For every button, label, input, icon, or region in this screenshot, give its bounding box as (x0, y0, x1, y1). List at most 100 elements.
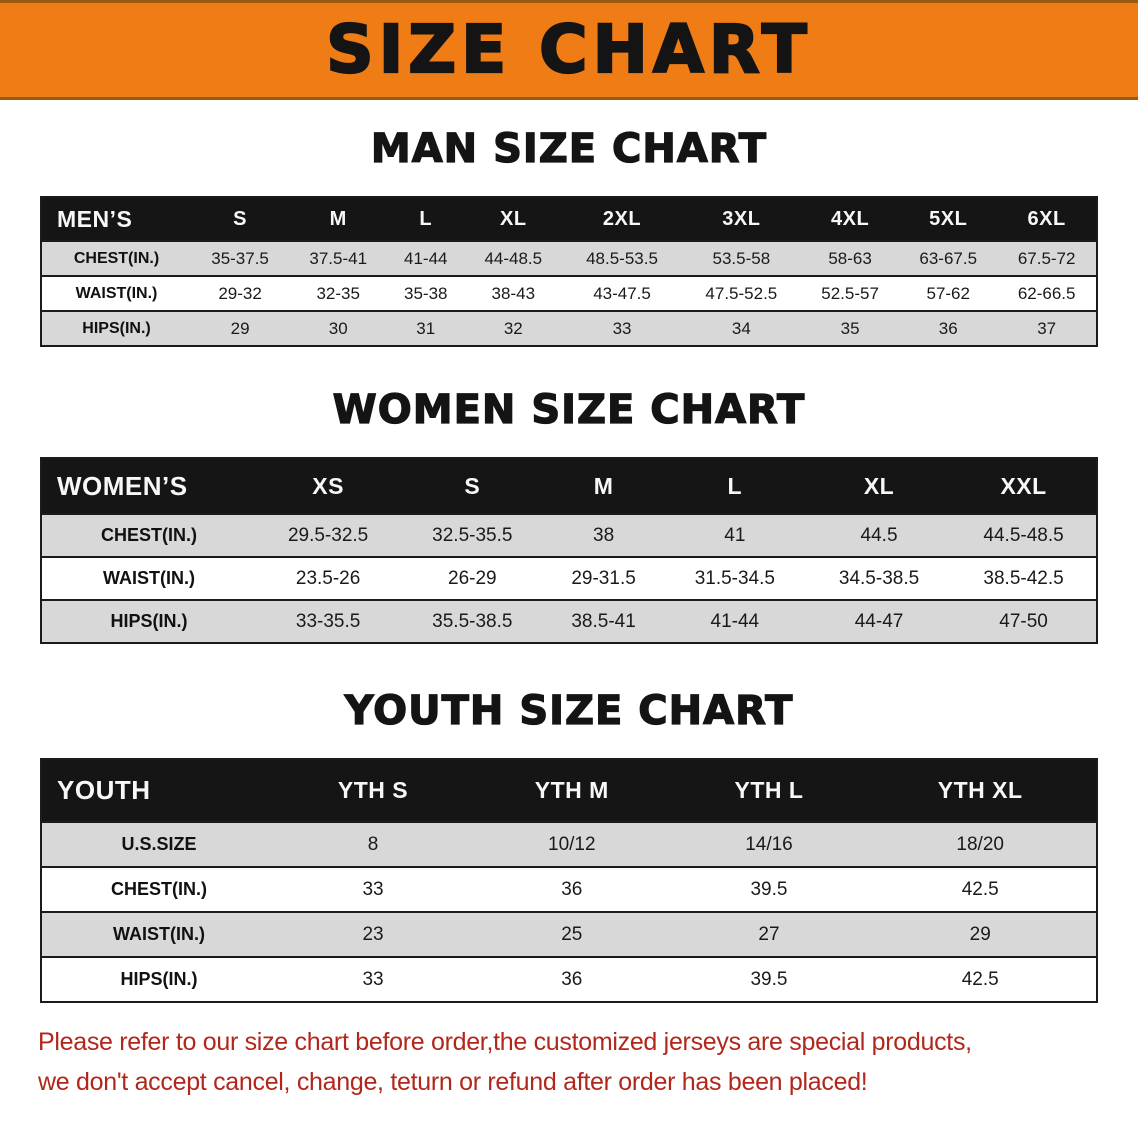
size-header-cell: XXL (951, 457, 1097, 515)
size-value-cell: 44.5 (806, 513, 952, 558)
measurement-row: U.S.SIZE 8 10/12 14/16 18/20 (41, 821, 1097, 868)
header-row: MEN’S S M L XL 2XL 3XL 4XL 5XL 6XL (41, 196, 1097, 242)
measurement-row: CHEST(IN.) 29.5-32.5 32.5-35.5 38 41 44.5 44.5… (41, 513, 1097, 558)
size-header-cell: XS (256, 457, 401, 515)
size-header-cell: L (387, 196, 465, 242)
size-value-cell: 62-66.5 (997, 275, 1097, 312)
size-value-cell: 39.5 (673, 866, 865, 913)
size-value-cell: 37 (997, 310, 1097, 347)
size-value-cell: 44-47 (806, 599, 952, 644)
table-title-cell: YOUTH (41, 758, 276, 823)
measurement-row: WAIST(IN.) 29-32 32-35 35-38 38-43 43-47.5 47.… (41, 275, 1097, 312)
size-value-cell: 32-35 (289, 275, 388, 312)
size-value-cell: 38-43 (464, 275, 563, 312)
measurement-row: HIPS(IN.) 33 36 39.5 42.5 (41, 956, 1097, 1003)
size-value-cell: 43-47.5 (562, 275, 682, 312)
size-chart-page: SIZE CHART MAN SIZE CHART MEN’S S M L XL 2XL 3… (0, 0, 1138, 1097)
size-value-cell: 8 (276, 821, 471, 868)
size-value-cell: 35.5-38.5 (400, 599, 545, 644)
size-value-cell: 41-44 (662, 599, 807, 644)
youth-section-heading: YOUTH SIZE CHART (344, 687, 794, 734)
size-value-cell: 37.5-41 (289, 240, 388, 277)
size-value-cell: 32.5-35.5 (400, 513, 545, 558)
size-value-cell: 29-32 (191, 275, 290, 312)
row-label: HIPS(IN.) (41, 956, 276, 1003)
measurement-row: CHEST(IN.) 35-37.5 37.5-41 41-44 44-48.5 48.5… (41, 240, 1097, 277)
size-header-cell: YTH L (673, 758, 865, 823)
size-value-cell: 44.5-48.5 (951, 513, 1097, 558)
size-header-cell: YTH S (276, 758, 471, 823)
size-value-cell: 23.5-26 (256, 556, 401, 601)
size-value-cell: 25 (470, 911, 674, 958)
size-value-cell: 38 (544, 513, 663, 558)
size-value-cell: 47-50 (951, 599, 1097, 644)
size-header-cell: S (191, 196, 290, 242)
title-banner: SIZE CHART (0, 0, 1138, 100)
size-value-cell: 39.5 (673, 956, 865, 1003)
size-value-cell: 53.5-58 (681, 240, 802, 277)
size-value-cell: 26-29 (400, 556, 545, 601)
size-header-cell: M (544, 457, 663, 515)
size-value-cell: 63-67.5 (899, 240, 998, 277)
women-section: WOMEN SIZE CHART WOMEN’S XS S M L XL XXL CHEST(… (0, 386, 1138, 644)
measurement-row: HIPS(IN.) 33-35.5 35.5-38.5 38.5-41 41-44 44-… (41, 599, 1097, 644)
header-row: YOUTH YTH S YTH M YTH L YTH XL (41, 758, 1097, 823)
size-header-cell: 4XL (801, 196, 900, 242)
row-label: CHEST(IN.) (41, 513, 256, 558)
size-value-cell: 32 (464, 310, 563, 347)
size-value-cell: 44-48.5 (464, 240, 563, 277)
size-value-cell: 31.5-34.5 (662, 556, 807, 601)
page-title: SIZE CHART (325, 11, 812, 88)
size-value-cell: 33 (276, 956, 471, 1003)
size-value-cell: 34 (681, 310, 802, 347)
size-value-cell: 31 (387, 310, 465, 347)
size-value-cell: 52.5-57 (801, 275, 900, 312)
size-value-cell: 35-37.5 (191, 240, 290, 277)
size-header-cell: YTH M (470, 758, 674, 823)
size-value-cell: 29 (191, 310, 290, 347)
measurement-row: WAIST(IN.) 23.5-26 26-29 29-31.5 31.5-34.5 34… (41, 556, 1097, 601)
measurement-row: WAIST(IN.) 23 25 27 29 (41, 911, 1097, 958)
size-value-cell: 47.5-52.5 (681, 275, 802, 312)
women-section-heading: WOMEN SIZE CHART (332, 386, 806, 433)
size-value-cell: 36 (899, 310, 998, 347)
size-value-cell: 29 (864, 911, 1097, 958)
size-value-cell: 57-62 (899, 275, 998, 312)
row-label: HIPS(IN.) (41, 599, 256, 644)
disclaimer-line-2: we don't accept cancel, change, teturn o… (38, 1068, 868, 1097)
size-value-cell: 33-35.5 (256, 599, 401, 644)
size-header-cell: 5XL (899, 196, 998, 242)
size-value-cell: 58-63 (801, 240, 900, 277)
disclaimer-line-1: Please refer to our size chart before or… (38, 1028, 972, 1056)
size-header-cell: YTH XL (864, 758, 1097, 823)
measurement-row: HIPS(IN.) 29 30 31 32 33 34 35 36 37 (41, 310, 1097, 347)
size-header-cell: L (662, 457, 807, 515)
row-label: HIPS(IN.) (41, 310, 191, 347)
size-value-cell: 36 (470, 866, 674, 913)
youth-section: YOUTH SIZE CHART YOUTH YTH S YTH M YTH L YTH… (0, 687, 1138, 1003)
women-size-table: WOMEN’S XS S M L XL XXL CHEST(IN.) 29.5-32.5 32.5… (40, 457, 1098, 644)
size-header-cell: M (289, 196, 388, 242)
size-header-cell: 6XL (997, 196, 1097, 242)
size-header-cell: 2XL (562, 196, 682, 242)
size-value-cell: 38.5-42.5 (951, 556, 1097, 601)
row-label: CHEST(IN.) (41, 866, 276, 913)
size-value-cell: 35-38 (387, 275, 465, 312)
row-label: U.S.SIZE (41, 821, 276, 868)
table-title-cell: WOMEN’S (41, 457, 256, 515)
size-value-cell: 42.5 (864, 956, 1097, 1003)
row-label: WAIST(IN.) (41, 556, 256, 601)
size-value-cell: 34.5-38.5 (806, 556, 952, 601)
measurement-row: CHEST(IN.) 33 36 39.5 42.5 (41, 866, 1097, 913)
size-value-cell: 29.5-32.5 (256, 513, 401, 558)
men-size-table: MEN’S S M L XL 2XL 3XL 4XL 5XL 6XL CHEST(IN.) 35-37… (40, 196, 1098, 347)
size-header-cell: XL (806, 457, 952, 515)
youth-size-table: YOUTH YTH S YTH M YTH L YTH XL U.S.SIZE 8 10/12… (40, 758, 1098, 1003)
size-value-cell: 29-31.5 (544, 556, 663, 601)
size-value-cell: 38.5-41 (544, 599, 663, 644)
size-value-cell: 48.5-53.5 (562, 240, 682, 277)
size-value-cell: 33 (276, 866, 471, 913)
men-section-heading: MAN SIZE CHART (370, 125, 768, 172)
size-header-cell: XL (464, 196, 563, 242)
size-header-cell: 3XL (681, 196, 802, 242)
